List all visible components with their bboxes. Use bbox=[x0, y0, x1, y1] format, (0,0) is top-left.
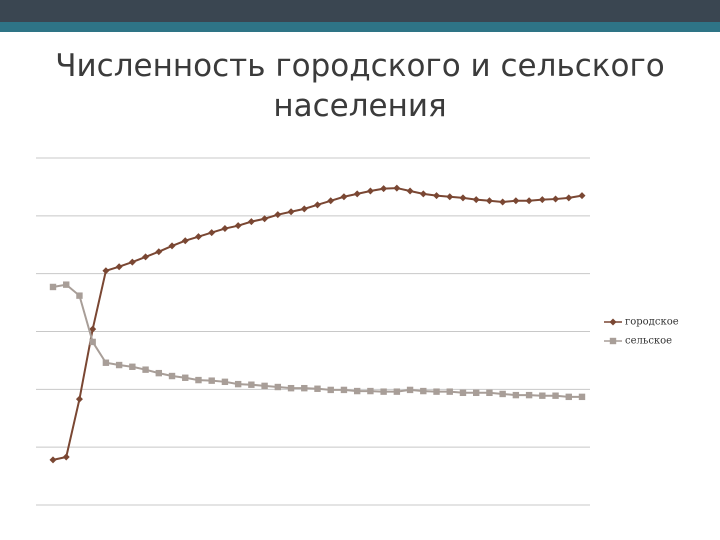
point bbox=[181, 237, 189, 245]
point bbox=[129, 363, 136, 370]
point bbox=[552, 392, 559, 399]
point bbox=[115, 361, 123, 369]
point bbox=[221, 378, 229, 386]
point bbox=[142, 253, 150, 261]
point bbox=[609, 337, 617, 345]
point bbox=[234, 380, 242, 388]
point bbox=[261, 382, 268, 390]
point bbox=[76, 292, 83, 299]
point bbox=[472, 196, 480, 204]
point bbox=[380, 388, 387, 395]
slide-title: Численность городского и сельского насел… bbox=[55, 48, 665, 124]
point bbox=[419, 190, 427, 198]
point bbox=[314, 385, 321, 392]
point bbox=[433, 192, 441, 200]
point bbox=[314, 201, 321, 209]
point bbox=[367, 387, 374, 395]
point bbox=[393, 388, 401, 395]
point bbox=[565, 393, 572, 401]
point bbox=[89, 325, 97, 333]
point bbox=[168, 242, 176, 250]
point bbox=[234, 222, 242, 230]
point bbox=[565, 194, 573, 202]
series-line bbox=[52, 283, 582, 398]
point bbox=[287, 384, 295, 392]
point bbox=[62, 453, 70, 461]
point bbox=[459, 194, 467, 202]
point bbox=[102, 359, 110, 366]
point bbox=[433, 388, 440, 395]
accent-stripe bbox=[0, 22, 720, 32]
point bbox=[499, 390, 506, 398]
point bbox=[340, 386, 348, 394]
point bbox=[89, 338, 96, 346]
point bbox=[406, 187, 414, 195]
point bbox=[578, 393, 586, 401]
point bbox=[538, 196, 546, 204]
point bbox=[499, 198, 507, 206]
top-bar bbox=[0, 0, 720, 22]
point bbox=[195, 376, 202, 384]
point bbox=[366, 187, 374, 195]
legend-label: городское bbox=[625, 317, 679, 328]
point bbox=[327, 197, 335, 205]
point bbox=[287, 208, 295, 216]
point bbox=[459, 389, 467, 397]
point bbox=[102, 267, 110, 275]
point bbox=[247, 218, 255, 226]
point bbox=[578, 192, 586, 200]
point bbox=[221, 225, 229, 233]
point bbox=[75, 395, 83, 403]
point bbox=[168, 372, 176, 380]
point bbox=[525, 391, 533, 399]
point bbox=[353, 190, 361, 198]
point bbox=[552, 195, 560, 203]
point bbox=[485, 197, 493, 205]
point bbox=[63, 281, 70, 288]
point bbox=[49, 456, 57, 464]
point bbox=[340, 193, 348, 201]
point bbox=[406, 386, 414, 394]
point bbox=[115, 263, 123, 271]
point bbox=[539, 392, 546, 399]
point bbox=[609, 318, 617, 326]
point bbox=[208, 377, 215, 384]
point bbox=[142, 366, 149, 373]
point bbox=[473, 389, 480, 397]
point bbox=[446, 193, 454, 201]
point bbox=[512, 391, 520, 399]
point bbox=[393, 184, 401, 192]
point bbox=[380, 185, 388, 193]
point bbox=[300, 205, 308, 213]
point bbox=[155, 369, 162, 377]
point bbox=[512, 197, 520, 205]
point bbox=[261, 215, 269, 223]
point bbox=[525, 197, 533, 205]
point bbox=[353, 387, 361, 395]
point bbox=[182, 374, 189, 381]
legend-label: сельское bbox=[625, 336, 672, 347]
point bbox=[327, 386, 334, 394]
point bbox=[248, 381, 255, 388]
point bbox=[274, 211, 282, 219]
point bbox=[274, 383, 282, 391]
series-line bbox=[52, 187, 583, 461]
point bbox=[155, 248, 163, 256]
point bbox=[420, 387, 427, 395]
point bbox=[128, 258, 136, 266]
point bbox=[49, 283, 57, 291]
point bbox=[208, 229, 216, 237]
point bbox=[194, 233, 202, 241]
point bbox=[301, 384, 308, 392]
point bbox=[486, 389, 493, 397]
point bbox=[446, 388, 453, 395]
